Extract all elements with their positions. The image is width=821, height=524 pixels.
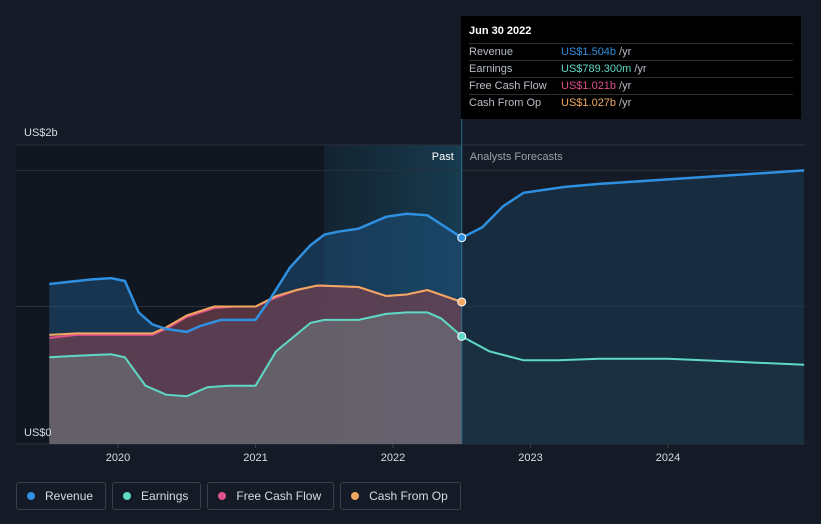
legend-label: Cash From Op [369, 489, 448, 503]
x-tick-label: 2020 [106, 452, 130, 464]
legend-dot-icon [27, 492, 35, 500]
x-tick-label: 2022 [381, 452, 405, 464]
tooltip-unit: /yr [619, 80, 632, 92]
tooltip-row-revenue: Revenue US$1.504b /yr [469, 43, 793, 60]
earnings-area [49, 312, 462, 444]
forecast-label: Analysts Forecasts [470, 151, 563, 163]
tooltip-label: Revenue [469, 46, 514, 58]
tooltip-value: US$1.021b [561, 80, 617, 92]
tooltip-row-earnings: Earnings US$789.300m /yr [469, 60, 793, 77]
tooltip-label: Cash From Op [469, 97, 542, 109]
earnings-marker [457, 331, 467, 341]
revenue-marker [457, 233, 467, 243]
legend-item-earnings[interactable]: Earnings [112, 482, 202, 510]
legend: Revenue Earnings Free Cash Flow Cash Fro… [16, 482, 461, 510]
tooltip-row-cash-from-op: Cash From Op US$1.027b /yr [469, 94, 793, 111]
legend-item-revenue[interactable]: Revenue [16, 482, 107, 510]
legend-item-cash-from-op[interactable]: Cash From Op [340, 482, 461, 510]
legend-dot-icon [123, 492, 132, 500]
y-tick-label: US$0 [24, 427, 52, 439]
tooltip-unit: /yr [619, 46, 632, 58]
y-tick-label: US$2b [24, 127, 58, 139]
legend-item-free-cash-flow[interactable]: Free Cash Flow [207, 482, 335, 510]
tooltip-label: Free Cash Flow [469, 80, 547, 92]
cash-from-op-marker [457, 297, 467, 307]
revenue-line [49, 212, 463, 334]
tooltip-row-free-cash-flow: Free Cash Flow US$1.021b /yr [469, 77, 793, 94]
earnings-forecast-area [461, 336, 805, 444]
tooltip-date: Jun 30 2022 [469, 25, 532, 37]
tooltip-value: US$1.504b [561, 46, 617, 58]
legend-label: Free Cash Flow [236, 489, 322, 503]
tooltip-unit: /yr [619, 97, 632, 109]
earnings-forecast-line [461, 335, 805, 366]
tooltip-label: Earnings [469, 63, 513, 75]
x-tick-label: 2024 [656, 452, 680, 464]
tooltip-value: US$789.300m [561, 63, 632, 75]
x-tick-label: 2021 [243, 452, 267, 464]
cash-from-op-line [49, 284, 463, 336]
tooltip-unit: /yr [634, 63, 647, 75]
x-tick-label: 2023 [518, 452, 542, 464]
legend-label: Earnings [141, 489, 189, 503]
legend-label: Revenue [45, 489, 94, 503]
legend-dot-icon [218, 492, 227, 500]
revenue-forecast-line [461, 169, 805, 239]
earnings-line [49, 311, 463, 398]
tooltip-value: US$1.027b [561, 97, 617, 109]
legend-dot-icon [351, 492, 360, 500]
tooltip: Jun 30 2022 Revenue US$1.504b /yr Earnin… [461, 16, 801, 119]
past-label: Past [432, 151, 454, 163]
